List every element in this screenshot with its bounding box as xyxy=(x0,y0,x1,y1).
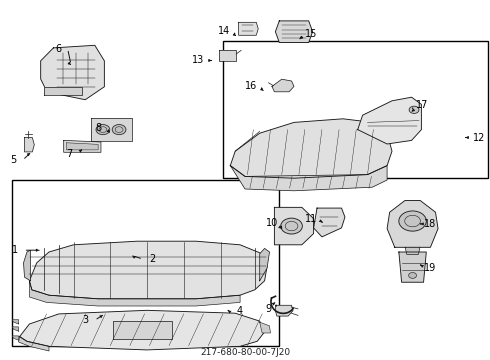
Polygon shape xyxy=(219,50,236,61)
Polygon shape xyxy=(387,201,438,247)
Text: 1: 1 xyxy=(12,245,18,255)
Polygon shape xyxy=(239,22,258,35)
Polygon shape xyxy=(272,79,294,92)
Text: 18: 18 xyxy=(424,219,436,229)
Polygon shape xyxy=(230,166,387,191)
Polygon shape xyxy=(405,247,420,254)
Circle shape xyxy=(409,273,416,278)
Polygon shape xyxy=(41,45,104,100)
Text: 4: 4 xyxy=(237,306,243,316)
Polygon shape xyxy=(113,321,172,339)
Text: 16: 16 xyxy=(245,81,257,91)
Text: 17: 17 xyxy=(416,100,429,110)
Circle shape xyxy=(409,106,419,113)
Polygon shape xyxy=(260,322,270,333)
Text: 9: 9 xyxy=(266,304,271,314)
Polygon shape xyxy=(24,250,30,281)
Polygon shape xyxy=(12,336,19,340)
Polygon shape xyxy=(24,138,34,152)
Polygon shape xyxy=(275,21,313,42)
Polygon shape xyxy=(12,320,19,324)
Circle shape xyxy=(281,218,302,234)
Bar xyxy=(223,41,488,178)
Circle shape xyxy=(399,211,426,231)
Text: 8: 8 xyxy=(95,123,101,133)
Polygon shape xyxy=(64,140,101,152)
Circle shape xyxy=(96,125,110,135)
Polygon shape xyxy=(314,208,345,237)
Text: 7: 7 xyxy=(67,149,73,159)
Text: 10: 10 xyxy=(267,218,278,228)
Circle shape xyxy=(112,125,126,135)
Bar xyxy=(12,180,279,346)
Polygon shape xyxy=(67,143,98,150)
Polygon shape xyxy=(20,310,265,350)
Text: 3: 3 xyxy=(83,315,89,325)
Text: 14: 14 xyxy=(219,26,231,36)
Text: 15: 15 xyxy=(305,29,318,39)
Text: 12: 12 xyxy=(473,132,486,143)
Polygon shape xyxy=(399,252,426,282)
Polygon shape xyxy=(12,327,19,331)
Text: 2: 2 xyxy=(149,254,155,264)
Polygon shape xyxy=(275,305,293,316)
Text: 5: 5 xyxy=(11,155,17,165)
Polygon shape xyxy=(44,87,82,95)
Text: 217-680-80-00-7J20: 217-680-80-00-7J20 xyxy=(200,348,290,356)
Polygon shape xyxy=(19,337,49,351)
Polygon shape xyxy=(358,97,421,144)
Text: 13: 13 xyxy=(193,55,205,66)
Polygon shape xyxy=(29,281,240,306)
Polygon shape xyxy=(230,119,392,178)
Text: 19: 19 xyxy=(424,263,436,273)
Polygon shape xyxy=(91,118,132,141)
Polygon shape xyxy=(274,207,314,245)
Polygon shape xyxy=(29,241,267,299)
Text: 11: 11 xyxy=(305,214,318,224)
Polygon shape xyxy=(260,248,270,281)
Text: 6: 6 xyxy=(56,44,62,54)
